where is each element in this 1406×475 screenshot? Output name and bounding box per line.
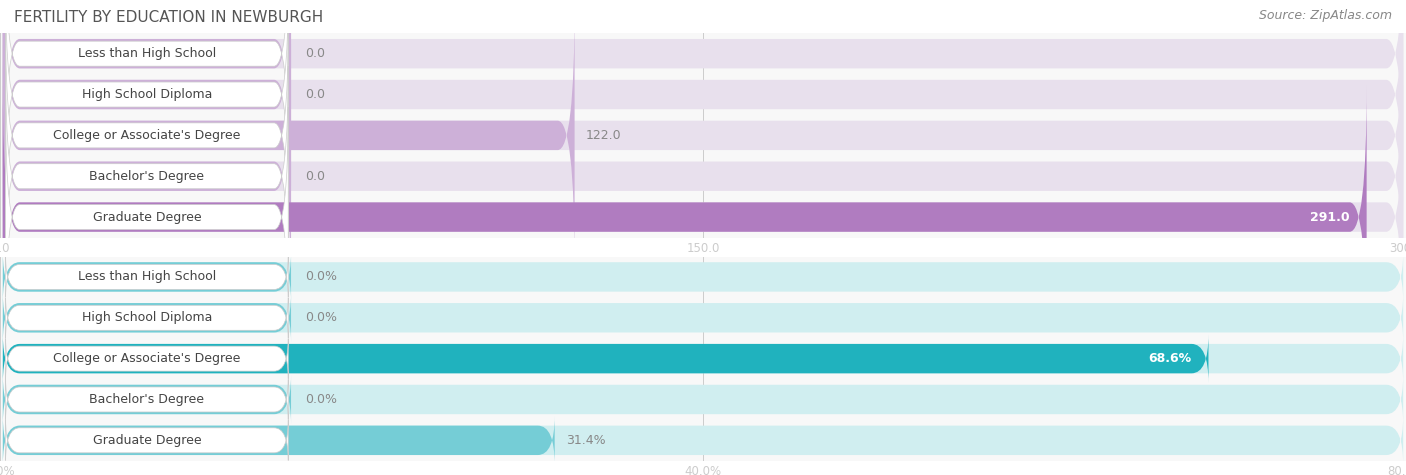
Text: 0.0%: 0.0% [305,270,337,284]
FancyBboxPatch shape [3,85,1403,350]
FancyBboxPatch shape [6,257,288,297]
Text: Bachelor's Degree: Bachelor's Degree [90,170,204,183]
FancyBboxPatch shape [3,44,291,309]
Text: Less than High School: Less than High School [77,270,217,284]
FancyBboxPatch shape [3,375,1403,424]
FancyBboxPatch shape [6,25,288,246]
Text: 0.0: 0.0 [305,88,325,101]
FancyBboxPatch shape [3,334,1208,383]
Text: 291.0: 291.0 [1310,210,1350,224]
FancyBboxPatch shape [3,293,1403,342]
FancyBboxPatch shape [6,107,288,327]
Text: High School Diploma: High School Diploma [82,88,212,101]
FancyBboxPatch shape [6,0,288,205]
FancyBboxPatch shape [3,252,1403,302]
FancyBboxPatch shape [6,420,288,460]
Text: 0.0%: 0.0% [305,311,337,324]
Text: Bachelor's Degree: Bachelor's Degree [90,393,204,406]
FancyBboxPatch shape [6,380,288,419]
FancyBboxPatch shape [3,0,291,227]
Text: 0.0: 0.0 [305,47,325,60]
Text: FERTILITY BY EDUCATION IN NEWBURGH: FERTILITY BY EDUCATION IN NEWBURGH [14,10,323,25]
Text: 68.6%: 68.6% [1149,352,1191,365]
FancyBboxPatch shape [3,0,291,186]
FancyBboxPatch shape [3,293,291,342]
Text: College or Associate's Degree: College or Associate's Degree [53,352,240,365]
FancyBboxPatch shape [6,298,288,338]
FancyBboxPatch shape [3,44,1403,309]
FancyBboxPatch shape [3,85,1367,350]
Text: 31.4%: 31.4% [565,434,606,447]
Text: 0.0%: 0.0% [305,393,337,406]
Text: 122.0: 122.0 [586,129,621,142]
FancyBboxPatch shape [3,416,554,465]
FancyBboxPatch shape [3,416,1403,465]
FancyBboxPatch shape [3,375,291,424]
Text: Graduate Degree: Graduate Degree [93,434,201,447]
FancyBboxPatch shape [3,0,1403,227]
FancyBboxPatch shape [3,3,1403,268]
FancyBboxPatch shape [3,3,575,268]
FancyBboxPatch shape [3,0,1403,186]
FancyBboxPatch shape [6,339,288,379]
Text: Source: ZipAtlas.com: Source: ZipAtlas.com [1258,10,1392,22]
FancyBboxPatch shape [3,334,1403,383]
FancyBboxPatch shape [6,66,288,286]
Text: 0.0: 0.0 [305,170,325,183]
Text: College or Associate's Degree: College or Associate's Degree [53,129,240,142]
FancyBboxPatch shape [6,0,288,164]
FancyBboxPatch shape [3,252,291,302]
Text: Less than High School: Less than High School [77,47,217,60]
Text: Graduate Degree: Graduate Degree [93,210,201,224]
Text: High School Diploma: High School Diploma [82,311,212,324]
